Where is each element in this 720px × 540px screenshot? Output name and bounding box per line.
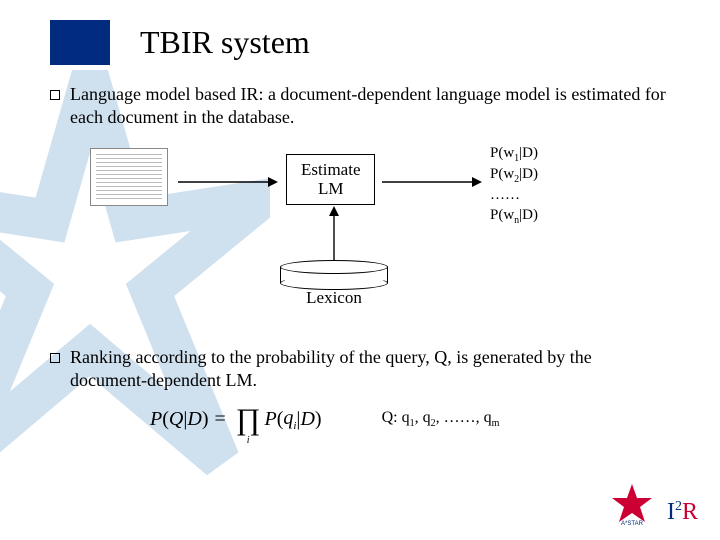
arrow-estimate-to-probs	[382, 176, 482, 177]
prob-line: ……	[490, 186, 538, 206]
prob-line: P(w1|D)	[490, 144, 538, 165]
lexicon-cylinder: Lexicon	[280, 260, 388, 290]
slide-title: TBIR system	[110, 20, 310, 65]
footer-logo: A*STAR I2R	[607, 482, 698, 526]
estimate-lm-box: Estimate LM	[286, 154, 375, 205]
arrow-doc-to-estimate	[178, 176, 278, 177]
bullet-2: Ranking according to the probability of …	[50, 346, 670, 393]
bullet-marker	[50, 90, 60, 100]
bullet-1: Language model based IR: a document-depe…	[50, 83, 670, 130]
astar-logo-icon: A*STAR	[607, 482, 657, 526]
title-accent-bar	[50, 20, 110, 65]
query-definition: Q: q1, q2, ……, qm	[382, 409, 500, 429]
arrow-lexicon-to-estimate	[328, 206, 340, 207]
estimate-line2: LM	[318, 179, 344, 198]
probability-list: P(w1|D) P(w2|D) …… P(wn|D)	[490, 144, 538, 227]
bullet-2-text: Ranking according to the probability of …	[70, 346, 670, 393]
i2r-logo: I2R	[667, 499, 698, 526]
slide-title-block: TBIR system	[50, 20, 670, 65]
svg-text:A*STAR: A*STAR	[621, 521, 644, 526]
bullet-1-text: Language model based IR: a document-depe…	[70, 83, 670, 130]
prob-line: P(w2|D)	[490, 165, 538, 186]
prob-line: P(wn|D)	[490, 206, 538, 227]
document-icon	[90, 148, 168, 206]
ranking-formula: P(Q|D) = ∏i P(qi|D)	[150, 403, 322, 437]
lm-diagram: Estimate LM P(w1|D) P(w2|D) …… P(wn|D) L…	[90, 140, 670, 340]
bullet-marker	[50, 353, 60, 363]
lexicon-label: Lexicon	[280, 288, 388, 308]
estimate-line1: Estimate	[301, 160, 360, 179]
formula-row: P(Q|D) = ∏i P(qi|D) Q: q1, q2, ……, qm	[150, 403, 670, 437]
